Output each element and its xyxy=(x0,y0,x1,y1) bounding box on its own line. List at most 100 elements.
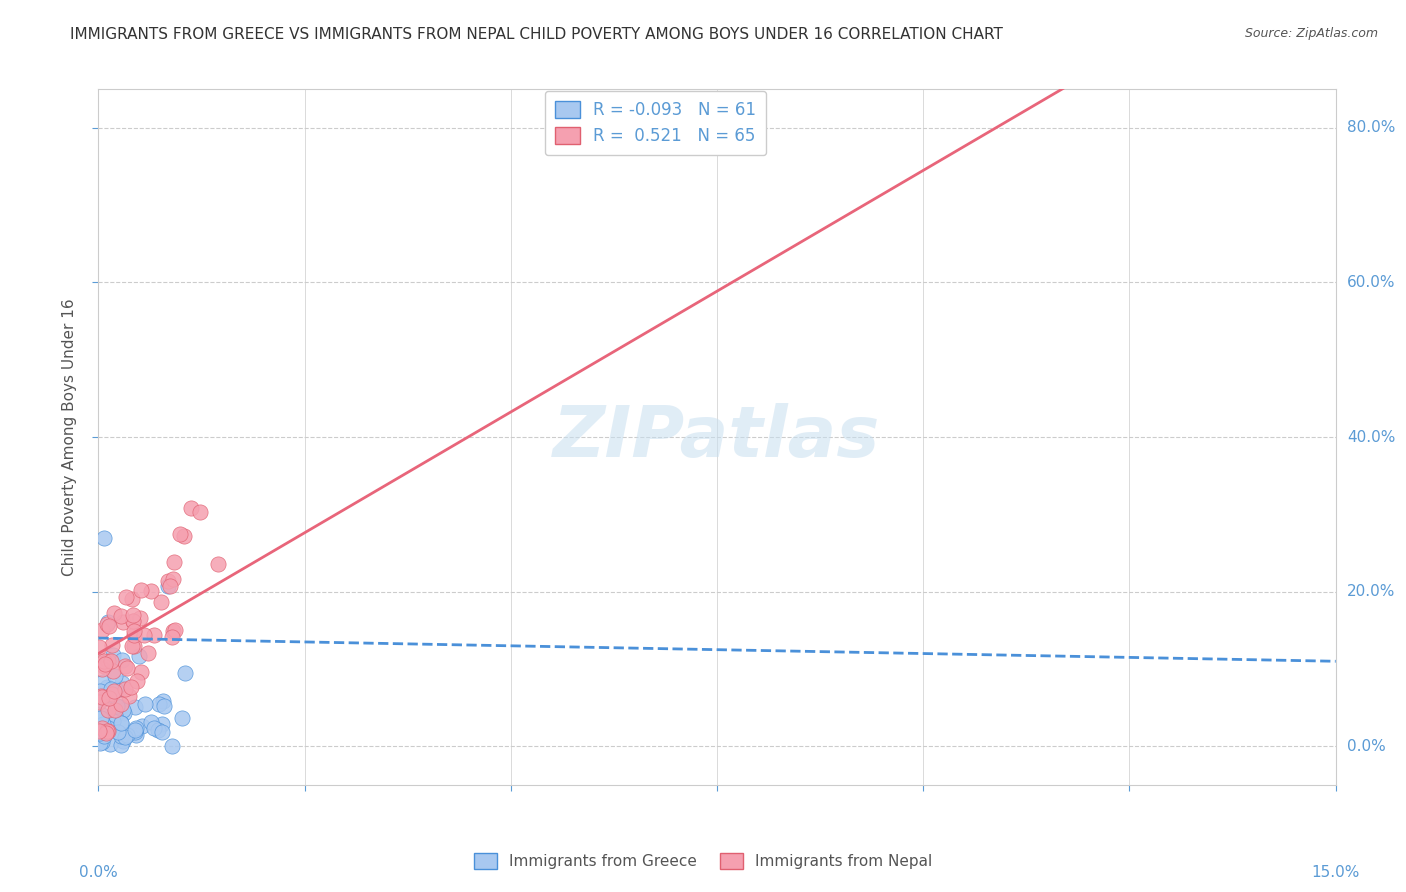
Point xyxy=(114,730,136,744)
Point xyxy=(97,615,120,629)
Point xyxy=(89,683,111,698)
Point xyxy=(132,628,155,642)
Point xyxy=(129,665,152,680)
Point xyxy=(100,681,122,696)
Point xyxy=(124,700,146,714)
Point xyxy=(89,726,111,740)
Point xyxy=(180,501,202,516)
Point xyxy=(97,721,120,735)
Point xyxy=(138,646,160,660)
Point xyxy=(96,723,118,738)
Point xyxy=(127,674,149,689)
Point xyxy=(101,687,124,701)
Text: 80.0%: 80.0% xyxy=(1347,120,1395,136)
Text: Source: ZipAtlas.com: Source: ZipAtlas.com xyxy=(1244,27,1378,40)
Point xyxy=(96,724,118,739)
Point xyxy=(114,658,136,673)
Point xyxy=(93,716,115,731)
Point xyxy=(173,665,195,680)
Point xyxy=(129,582,152,597)
Point xyxy=(89,724,111,739)
Point xyxy=(110,681,132,696)
Point xyxy=(90,711,112,725)
Text: 15.0%: 15.0% xyxy=(1312,865,1360,880)
Point xyxy=(188,505,211,519)
Point xyxy=(122,639,145,653)
Point xyxy=(170,711,193,725)
Point xyxy=(98,690,121,705)
Point xyxy=(120,680,142,694)
Point xyxy=(134,697,156,711)
Point xyxy=(149,595,172,609)
Point xyxy=(150,725,173,739)
Point xyxy=(97,654,120,668)
Point xyxy=(91,662,114,676)
Point xyxy=(156,579,179,593)
Point xyxy=(131,719,153,733)
Point xyxy=(101,714,124,728)
Point xyxy=(103,648,125,662)
Point xyxy=(91,675,114,690)
Legend: R = -0.093   N = 61, R =  0.521   N = 65: R = -0.093 N = 61, R = 0.521 N = 65 xyxy=(544,91,766,155)
Point xyxy=(110,739,132,753)
Point xyxy=(121,640,143,654)
Point xyxy=(91,656,114,670)
Legend: Immigrants from Greece, Immigrants from Nepal: Immigrants from Greece, Immigrants from … xyxy=(468,847,938,875)
Point xyxy=(93,659,115,673)
Point xyxy=(162,624,184,638)
Point xyxy=(150,716,173,731)
Point xyxy=(152,694,174,708)
Point xyxy=(87,640,110,654)
Point xyxy=(94,655,117,669)
Point xyxy=(90,721,112,735)
Point xyxy=(139,715,162,730)
Point xyxy=(110,716,132,731)
Point xyxy=(111,676,134,690)
Point xyxy=(89,723,111,738)
Point xyxy=(125,728,148,742)
Point xyxy=(105,698,128,713)
Point xyxy=(124,628,146,642)
Text: 0.0%: 0.0% xyxy=(79,865,118,880)
Text: 20.0%: 20.0% xyxy=(1347,584,1395,599)
Point xyxy=(110,729,132,743)
Point xyxy=(114,681,136,696)
Point xyxy=(160,630,183,644)
Point xyxy=(90,708,112,723)
Point xyxy=(110,715,132,730)
Point xyxy=(122,614,145,628)
Point xyxy=(87,695,110,709)
Point xyxy=(160,739,183,754)
Point xyxy=(101,638,124,652)
Point xyxy=(122,614,145,628)
Point xyxy=(110,608,132,623)
Point xyxy=(100,654,122,668)
Point xyxy=(110,698,132,712)
Point xyxy=(96,691,118,706)
Point xyxy=(94,726,117,740)
Point xyxy=(93,531,115,545)
Point xyxy=(152,699,174,714)
Point xyxy=(90,693,112,707)
Point xyxy=(207,557,229,571)
Point xyxy=(159,579,181,593)
Point xyxy=(122,624,145,639)
Point xyxy=(163,555,186,569)
Point xyxy=(97,688,120,702)
Point xyxy=(98,737,121,751)
Point xyxy=(96,680,118,694)
Point xyxy=(156,574,179,588)
Point xyxy=(169,527,191,541)
Text: ZIPatlas: ZIPatlas xyxy=(554,402,880,472)
Text: 60.0%: 60.0% xyxy=(1347,275,1395,290)
Point xyxy=(128,611,150,625)
Point xyxy=(112,615,135,629)
Point xyxy=(121,591,143,606)
Point xyxy=(104,668,127,682)
Point xyxy=(112,706,135,721)
Point xyxy=(111,703,134,717)
Point xyxy=(98,690,121,705)
Point xyxy=(118,689,141,703)
Point xyxy=(110,653,132,667)
Point xyxy=(104,704,127,718)
